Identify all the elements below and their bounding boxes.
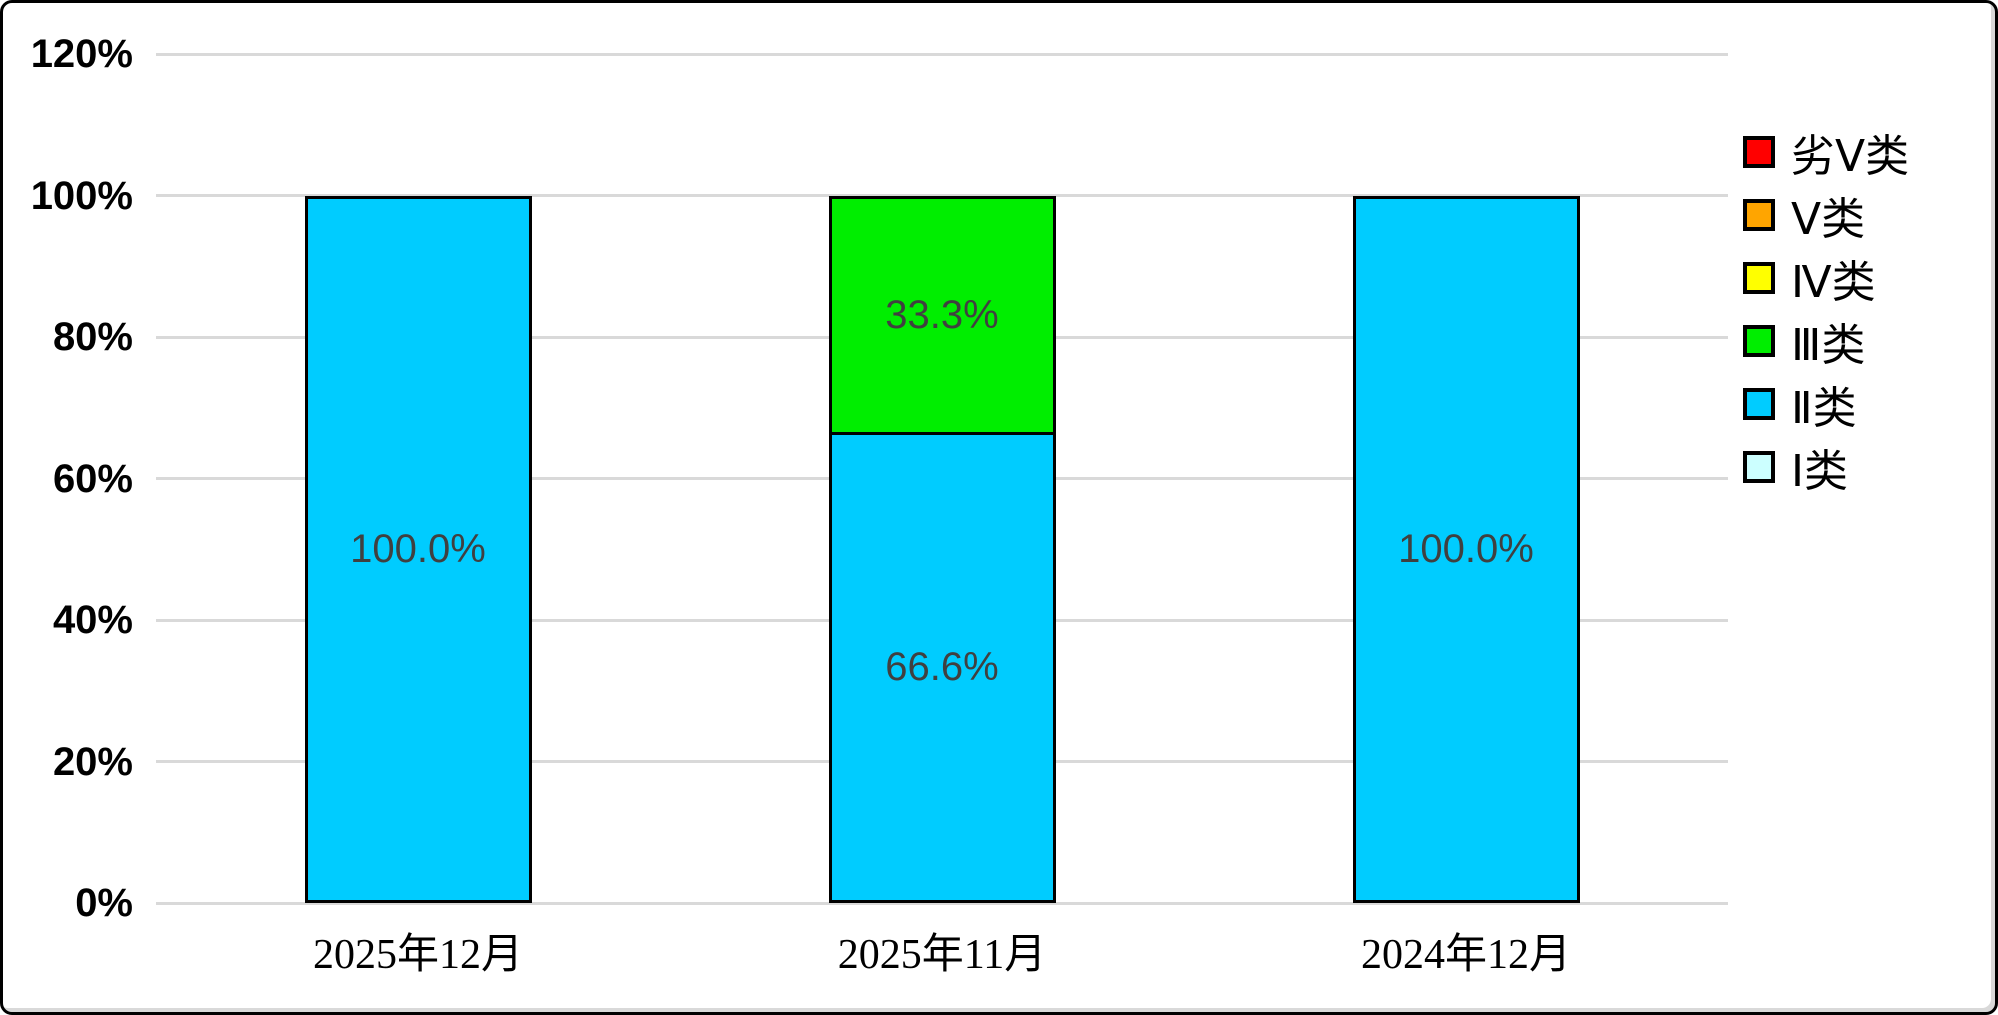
legend-label: Ⅲ类: [1791, 320, 1866, 370]
y-tick-label: 20%: [52, 739, 133, 784]
legend-swatch: [1743, 261, 1775, 294]
legend-swatch: [1743, 450, 1775, 483]
legend-item: Ⅳ类: [1743, 246, 1909, 309]
x-axis: 2025年12月 2025年11月 2024年12月: [156, 915, 1728, 985]
bar-segment-Ⅲ类: 33.3%: [828, 196, 1056, 435]
legend-label: Ⅴ类: [1791, 194, 1866, 244]
legend-swatch: [1743, 324, 1775, 357]
legend-label: Ⅳ类: [1791, 257, 1876, 307]
plot-area: 100.0% 66.6% 33.3% 100.0%: [156, 52, 1728, 905]
gridline: [156, 52, 1728, 56]
legend-label: 劣Ⅴ类: [1791, 131, 1910, 181]
legend-item: Ⅰ类: [1743, 435, 1909, 498]
x-tick-label: 2025年11月: [837, 932, 1047, 978]
y-tick-label: 60%: [52, 456, 133, 501]
data-label: 66.6%: [885, 644, 999, 689]
legend-swatch: [1743, 198, 1775, 231]
legend-swatch: [1743, 387, 1775, 420]
y-axis: 0% 20% 40% 60% 80% 100% 120%: [3, 32, 133, 925]
bar-2025年11月: 66.6% 33.3%: [828, 196, 1056, 903]
data-label: 100.0%: [350, 526, 486, 571]
bar-2025年12月: 100.0%: [304, 195, 532, 903]
legend: 劣Ⅴ类 Ⅴ类 Ⅳ类 Ⅲ类 Ⅱ类 Ⅰ类: [1743, 120, 1909, 498]
legend-item: 劣Ⅴ类: [1743, 120, 1909, 183]
legend-item: Ⅲ类: [1743, 309, 1909, 372]
data-label: 33.3%: [885, 293, 999, 338]
gridline: [156, 194, 1728, 197]
y-tick-label: 120%: [30, 32, 133, 76]
bar-segment-Ⅱ类: 100.0%: [304, 195, 532, 903]
legend-item: Ⅱ类: [1743, 372, 1909, 435]
y-tick-label: 0%: [75, 881, 133, 925]
legend-label: Ⅱ类: [1791, 383, 1857, 433]
legend-swatch: [1743, 135, 1775, 168]
x-tick-label: 2024年12月: [1360, 932, 1571, 978]
legend-item: Ⅴ类: [1743, 183, 1909, 246]
y-tick-label: 80%: [52, 315, 133, 359]
bar-segment-Ⅱ类: 66.6%: [828, 431, 1056, 903]
x-tick-label: 2025年12月: [312, 932, 523, 978]
legend-label: Ⅰ类: [1791, 446, 1848, 496]
y-tick-label: 100%: [30, 173, 133, 218]
gridline: [156, 901, 1728, 905]
data-label: 100.0%: [1398, 526, 1534, 571]
bar-2024年12月: 100.0%: [1352, 195, 1580, 903]
bar-segment-Ⅱ类: 100.0%: [1352, 195, 1580, 903]
y-tick-label: 40%: [52, 598, 133, 642]
